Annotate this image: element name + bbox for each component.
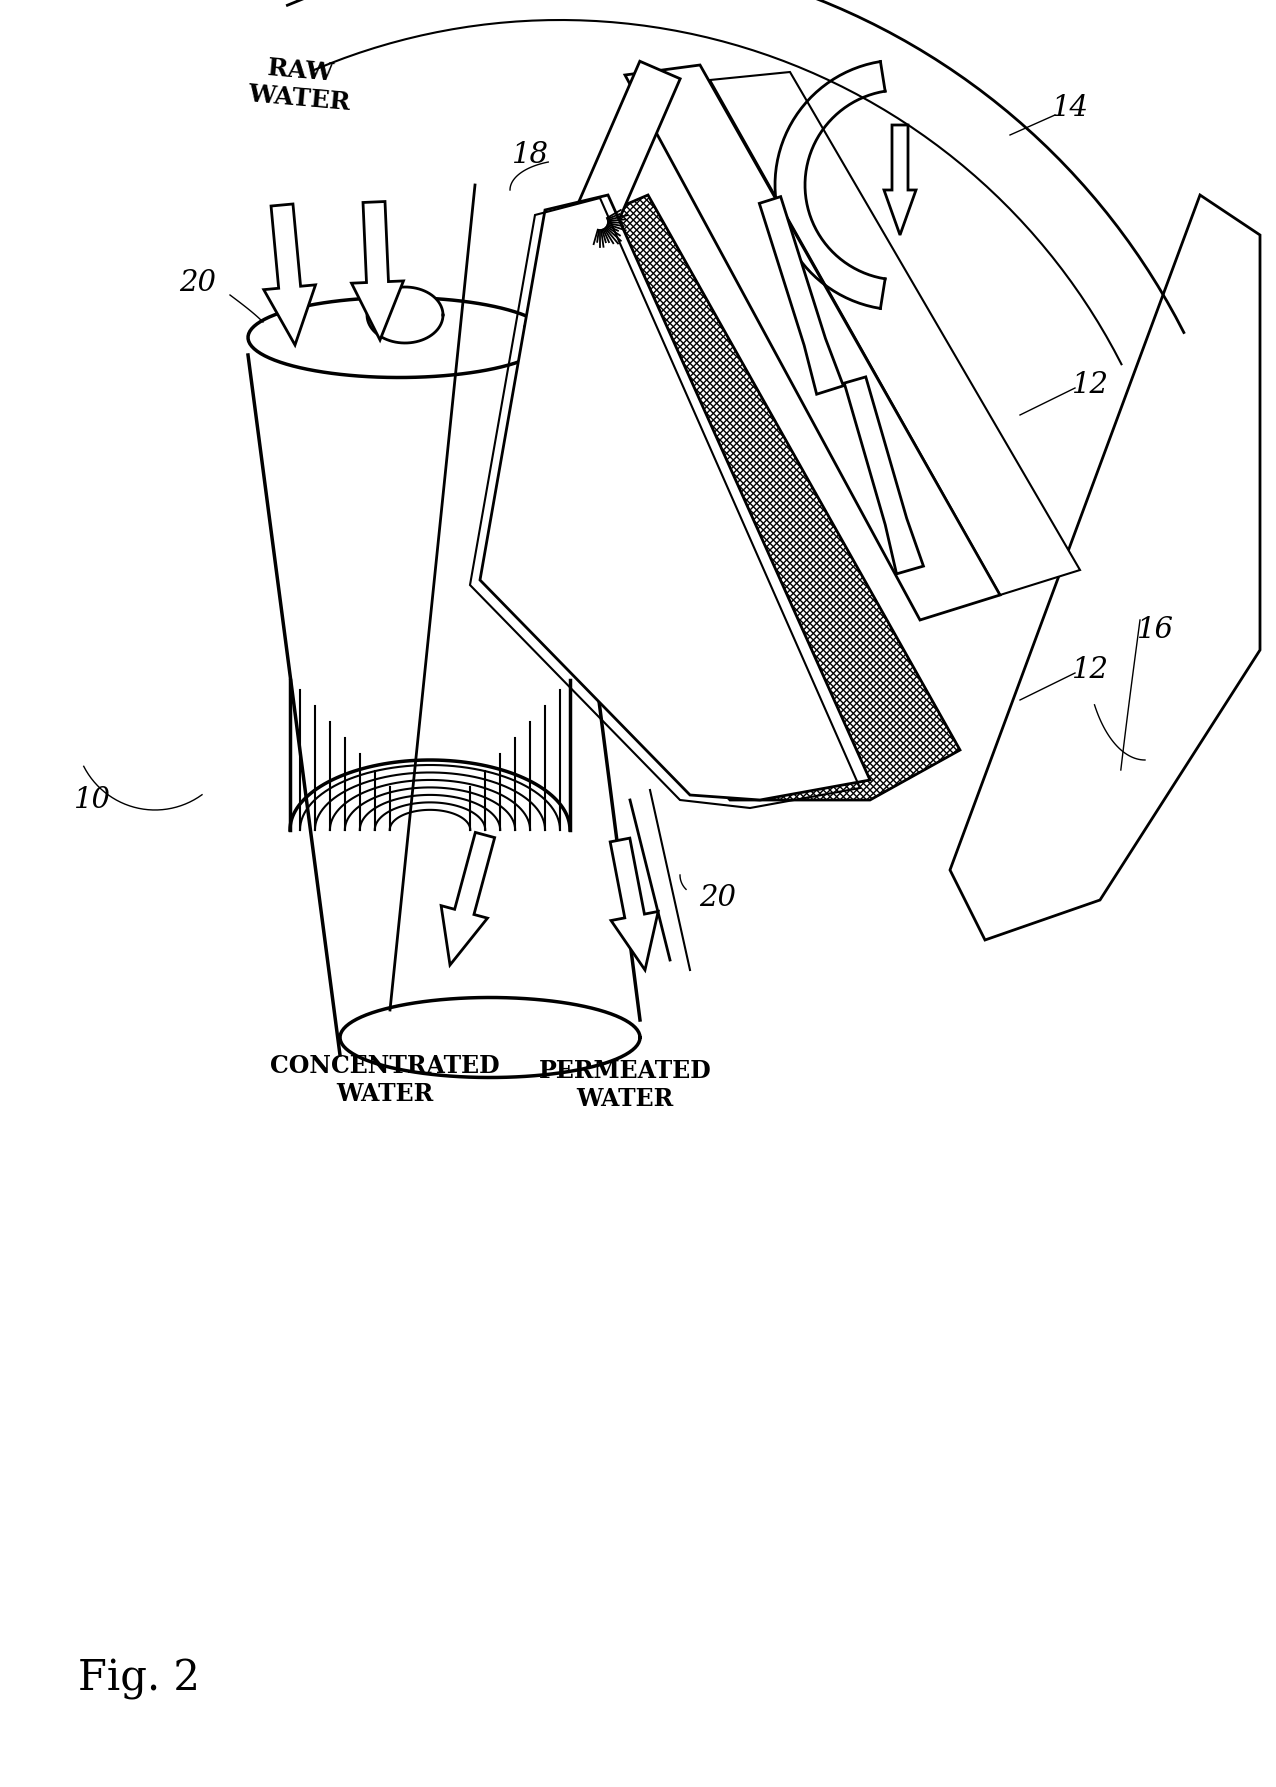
Text: 10: 10 (74, 786, 111, 815)
Polygon shape (248, 320, 641, 1054)
Text: RAW
WATER: RAW WATER (246, 55, 353, 116)
Polygon shape (709, 71, 1079, 595)
Polygon shape (625, 64, 1000, 620)
Text: 20: 20 (699, 885, 736, 911)
Polygon shape (367, 288, 443, 343)
Text: 14: 14 (1051, 95, 1088, 122)
Polygon shape (845, 377, 924, 574)
Text: 18: 18 (512, 141, 549, 170)
Text: 12: 12 (1072, 656, 1109, 684)
Text: 20: 20 (180, 270, 217, 297)
Polygon shape (351, 202, 403, 340)
Polygon shape (441, 833, 495, 965)
Text: PERMEATED
WATER: PERMEATED WATER (538, 1060, 712, 1112)
Text: CONCENTRATED
WATER: CONCENTRATED WATER (271, 1054, 500, 1106)
Polygon shape (264, 204, 315, 345)
Polygon shape (759, 197, 843, 395)
Polygon shape (248, 297, 550, 377)
Polygon shape (524, 61, 680, 343)
Polygon shape (480, 195, 870, 801)
Polygon shape (951, 195, 1259, 940)
Polygon shape (341, 997, 641, 1078)
Text: 12: 12 (1072, 372, 1109, 399)
Text: Fig. 2: Fig. 2 (78, 1658, 200, 1699)
Polygon shape (540, 195, 960, 801)
Polygon shape (884, 125, 916, 236)
Polygon shape (610, 838, 658, 970)
Text: 16: 16 (1137, 617, 1174, 643)
